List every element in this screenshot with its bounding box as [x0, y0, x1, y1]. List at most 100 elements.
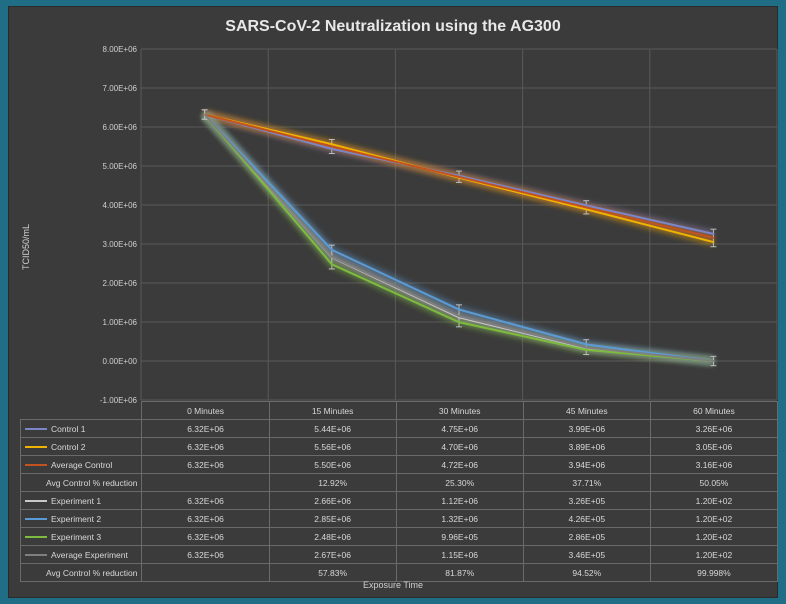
table-cell: 3.46E+05 [522, 545, 651, 564]
chart-frame: SARS-CoV-2 Neutralization using the AG30… [8, 6, 779, 598]
table-cell: 6.32E+06 [141, 545, 270, 564]
data-point-experiment-2 [330, 248, 333, 251]
table-cell: 4.75E+06 [395, 419, 524, 438]
table-cell [141, 563, 270, 582]
table-cell: 2.67E+06 [268, 545, 397, 564]
table-row: Control 1 6.32E+06 5.44E+06 4.75E+06 3.99E+0… [19, 419, 779, 438]
table-cell: 50.05% [649, 473, 779, 492]
table-cell: 3.16E+06 [649, 455, 779, 474]
legend-key [25, 500, 47, 503]
table-cell: 5.56E+06 [268, 437, 397, 456]
table-cell: 6.32E+06 [141, 509, 270, 528]
table-cell: 3.94E+06 [522, 455, 651, 474]
data-point-experiment-3 [458, 321, 460, 324]
legend-key [25, 536, 47, 539]
table-cell: 1.20E+02 [649, 509, 779, 528]
table-row-label: Experiment 3 [19, 527, 143, 546]
data-point-average-experiment [585, 346, 588, 349]
legend-key [25, 554, 47, 557]
data-point-average-control [458, 175, 460, 178]
table-row: Average Control 6.32E+06 5.50E+06 4.72E+06 3… [19, 455, 779, 474]
legend-label: Control 1 [51, 423, 86, 434]
data-point-average-control [330, 145, 333, 148]
data-table: 0 Minutes 15 Minutes 30 Minutes 45 Minutes 6… [19, 401, 779, 582]
table-row-label: Control 2 [19, 437, 143, 456]
legend-label: Experiment 2 [51, 513, 102, 524]
table-cell: 57.83% [268, 563, 397, 582]
table-cell: 94.52% [522, 563, 651, 582]
data-point-average-control [712, 236, 715, 239]
data-point-experiment-2 [585, 343, 588, 346]
table-cell: 6.32E+06 [141, 491, 270, 510]
table-cell: 5.50E+06 [268, 455, 397, 474]
y-tick-label: -1.00E+06 [100, 396, 138, 405]
legend-key [25, 446, 47, 449]
data-point-control-2 [712, 241, 715, 244]
data-point-experiment-3 [585, 348, 588, 351]
y-tick-label: 4.00E+06 [103, 201, 138, 210]
table-cell: 6.32E+06 [141, 419, 270, 438]
data-point-experiment-2 [458, 308, 460, 311]
legend-key [25, 518, 47, 521]
table-cell: 1.12E+06 [395, 491, 524, 510]
table-header-cell: 30 Minutes [395, 401, 524, 420]
data-point-control-2 [585, 208, 588, 211]
table-row-label: Avg Control % reduction [19, 473, 143, 492]
legend-key [25, 464, 47, 467]
x-axis-label: Exposure Time [362, 580, 424, 590]
table-cell: 3.89E+06 [522, 437, 651, 456]
data-point-average-control [585, 206, 588, 209]
table-cell: 4.72E+06 [395, 455, 524, 474]
table-cell: 3.99E+06 [522, 419, 651, 438]
table-row: Control 2 6.32E+06 5.56E+06 4.70E+06 3.89E+0… [19, 437, 779, 456]
data-point-average-experiment [712, 359, 715, 362]
data-point-average-experiment [203, 113, 206, 116]
table-cell: 4.26E+05 [522, 509, 651, 528]
table-cell: 1.20E+02 [649, 527, 779, 546]
table-row-label: Experiment 1 [19, 491, 143, 510]
table-cell: 6.32E+06 [141, 527, 270, 546]
table-header-cell: 0 Minutes [141, 401, 270, 420]
table-header-cell: 45 Minutes [522, 401, 651, 420]
table-cell: 12.92% [268, 473, 397, 492]
table-row: Average Experiment 6.32E+06 2.67E+06 1.15E+… [19, 545, 779, 564]
table-row: Avg Control % reduction 57.83% 81.87% 94.52… [19, 563, 779, 582]
y-tick-label: 1.00E+06 [103, 318, 138, 327]
table-cell: 1.15E+06 [395, 545, 524, 564]
table-cell: 6.32E+06 [141, 455, 270, 474]
chart-title: SARS-CoV-2 Neutralization using the AG30… [225, 18, 561, 35]
table-cell: 1.20E+02 [649, 491, 779, 510]
legend-label: Experiment 3 [51, 531, 102, 542]
table-row-label: Average Experiment [19, 545, 143, 564]
table-cell [141, 473, 270, 492]
table-cell: 37.71% [522, 473, 651, 492]
table-cell: 2.66E+06 [268, 491, 397, 510]
table-corner [20, 401, 143, 420]
table-cell: 81.87% [395, 563, 524, 582]
table-row: Experiment 2 6.32E+06 2.85E+06 1.32E+06 4.26… [19, 509, 779, 528]
legend-label: Control 2 [51, 441, 86, 452]
table-row: Experiment 1 6.32E+06 2.66E+06 1.12E+06 3.26… [19, 491, 779, 510]
y-tick-label: 7.00E+06 [103, 84, 138, 93]
y-tick-label: 5.00E+06 [103, 162, 138, 171]
table-row: Avg Control % reduction 12.92% 25.30% 37.71… [19, 473, 779, 492]
table-cell: 3.26E+06 [649, 419, 779, 438]
data-point-average-experiment [330, 255, 333, 258]
table-header-cell: 60 Minutes [649, 401, 779, 420]
table-cell: 2.86E+05 [522, 527, 651, 546]
table-row-label: Experiment 2 [19, 509, 143, 528]
table-cell: 9.96E+05 [395, 527, 524, 546]
legend-label: Experiment 1 [51, 495, 102, 506]
table-cell: 3.26E+05 [522, 491, 651, 510]
legend-key [25, 428, 47, 431]
table-header-row: 0 Minutes 15 Minutes 30 Minutes 45 Minutes 6… [20, 401, 779, 420]
table-row-label: Avg Control % reduction [19, 563, 143, 582]
data-point-control-1 [330, 147, 333, 150]
table-row-label: Average Control [19, 455, 143, 474]
table-cell: 1.20E+02 [649, 545, 779, 564]
table-cell: 2.48E+06 [268, 527, 397, 546]
data-point-control-1 [712, 232, 715, 235]
plot-area: -1.00E+06 0.00E+00 1.00E+06 2.00E+06 3.00E+0… [100, 45, 778, 405]
table-cell: 3.05E+06 [649, 437, 779, 456]
y-tick-label: 8.00E+06 [103, 45, 138, 54]
